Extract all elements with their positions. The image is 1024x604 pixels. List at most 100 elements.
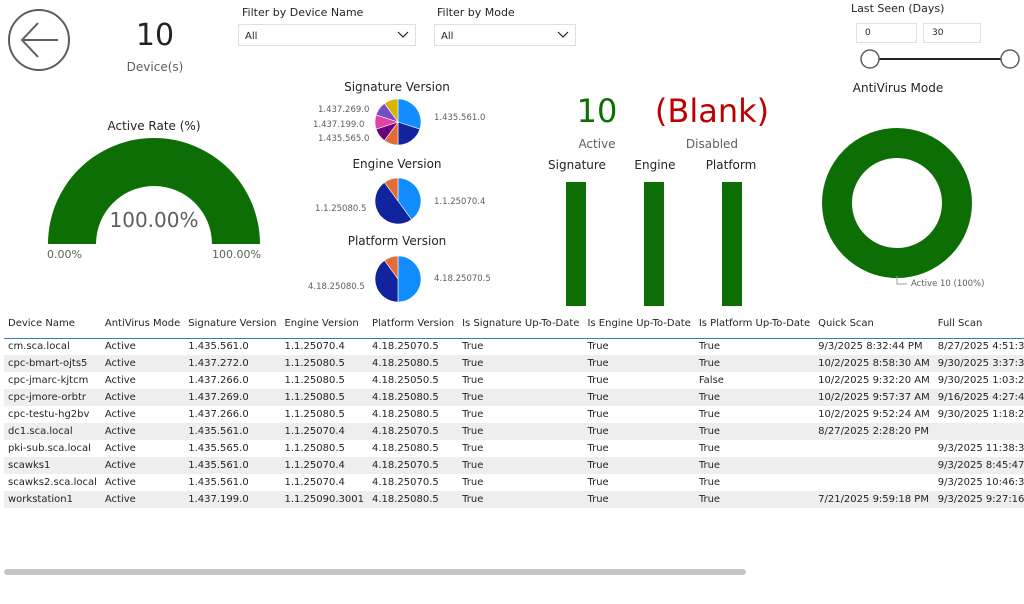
mode-filter-label: Filter by Mode: [437, 6, 515, 19]
donut-active-segment: [822, 128, 972, 278]
table-cell: True: [694, 355, 815, 372]
table-cell: 1.1.25080.5: [280, 355, 368, 372]
uptodate-bar-signature: [566, 182, 586, 306]
table-cell: True: [694, 491, 815, 508]
column-header[interactable]: Platform Version: [367, 310, 459, 339]
table-cell: cm.sca.local: [4, 338, 101, 355]
table-row[interactable]: cpc-bmart-ojts5 Active 1.437.272.0 1.1.2508…: [4, 355, 1024, 372]
engine-pie-title: Engine Version: [352, 157, 442, 171]
table-row[interactable]: workstation1 Active 1.437.199.0 1.1.25090.3…: [4, 491, 1024, 508]
active-rate-value: 100.00%: [109, 208, 199, 232]
table-cell: 9/30/2025 3:37:34 PM: [933, 355, 1024, 372]
table-cell: 4.18.25050.5: [367, 372, 459, 389]
table-row[interactable]: scawks2.sca.local Active 1.435.561.0 1.1.25…: [4, 474, 1024, 491]
mode-dropdown[interactable]: All: [434, 24, 576, 46]
column-header[interactable]: Quick Scan: [814, 310, 934, 339]
mode-dropdown-value: All: [441, 31, 454, 42]
signature-pie-label: 1.435.561.0: [434, 113, 486, 123]
table-cell: 1.1.25080.5: [280, 372, 368, 389]
table-cell: 1.1.25090.3001: [280, 491, 368, 508]
chevron-down-icon: [397, 31, 409, 38]
last-seen-min-input[interactable]: 0: [856, 23, 917, 43]
table-cell: 10/2/2025 9:32:20 AM: [814, 372, 934, 389]
column-header[interactable]: Is Signature Up-To-Date: [458, 310, 584, 339]
last-seen-label: Last Seen (Days): [851, 2, 945, 15]
signature-pie-title: Signature Version: [344, 80, 450, 94]
table-cell: 1.435.561.0: [184, 338, 281, 355]
table-cell: 8/27/2025 2:28:20 PM: [814, 423, 934, 440]
table-cell: True: [583, 338, 695, 355]
table-row[interactable]: pki-sub.sca.local Active 1.435.565.0 1.1.25…: [4, 440, 1024, 457]
table-cell: True: [583, 406, 695, 423]
table-cell: 1.1.25080.5: [280, 406, 368, 423]
last-seen-max-input[interactable]: 30: [923, 23, 981, 43]
signature-version-pie[interactable]: [374, 98, 422, 146]
table-cell: cpc-jmarc-kjtcm: [4, 372, 101, 389]
table-cell: 10/2/2025 8:58:30 AM: [814, 355, 934, 372]
table-row[interactable]: cpc-testu-hg2bv Active 1.437.266.0 1.1.2508…: [4, 406, 1024, 423]
table-cell: True: [458, 474, 584, 491]
table-cell: 9/3/2025 8:32:44 PM: [814, 338, 934, 355]
platform-pie-slice: [384, 255, 399, 280]
column-header[interactable]: Engine Version: [280, 310, 368, 339]
antivirus-mode-legend: Active 10 (100%): [911, 279, 985, 289]
active-count-value: 10: [576, 92, 618, 130]
table-row[interactable]: cpc-jmarc-kjtcm Active 1.437.266.0 1.1.2508…: [4, 372, 1024, 389]
table-row[interactable]: scawks1 Active 1.435.561.0 1.1.25070.4 4.18.…: [4, 457, 1024, 474]
engine-pie-slice: [397, 177, 422, 221]
table-cell: 1.1.25080.5: [280, 389, 368, 406]
table-cell: 1.437.272.0: [184, 355, 281, 372]
signature-pie-label: 1.437.199.0: [313, 120, 365, 130]
table-cell: 1.435.561.0: [184, 474, 281, 491]
gauge-fill: [48, 138, 260, 244]
last-seen-slider[interactable]: [856, 46, 1024, 72]
platform-bar-title: Platform: [705, 158, 757, 172]
table-cell: True: [458, 423, 584, 440]
signature-pie-label: 1.435.565.0: [318, 134, 370, 144]
table-cell: 10/2/2025 9:52:24 AM: [814, 406, 934, 423]
table-cell: Active: [100, 491, 185, 508]
table-row[interactable]: cm.sca.local Active 1.435.561.0 1.1.25070.4…: [4, 338, 1024, 355]
table-cell: 1.1.25070.4: [280, 423, 368, 440]
scrollbar-thumb[interactable]: [4, 569, 746, 575]
table-cell: [814, 474, 934, 491]
table-cell: False: [694, 372, 815, 389]
column-header[interactable]: Is Engine Up-To-Date: [583, 310, 695, 339]
engine-version-pie[interactable]: [374, 177, 422, 225]
table-cell: 1.1.25080.5: [280, 440, 368, 457]
column-header[interactable]: Full Scan: [933, 310, 1024, 339]
engine-pie-label: 1.1.25070.4: [434, 197, 486, 207]
platform-version-pie[interactable]: [374, 255, 422, 303]
table-row[interactable]: dc1.sca.local Active 1.435.561.0 1.1.25070.…: [4, 423, 1024, 440]
uptodate-bar-engine: [644, 182, 664, 306]
column-header[interactable]: Signature Version: [184, 310, 281, 339]
table-cell: Active: [100, 355, 185, 372]
table-cell: True: [694, 389, 815, 406]
table-cell: scawks2.sca.local: [4, 474, 101, 491]
table-cell: True: [694, 338, 815, 355]
table-cell: 9/3/2025 9:27:16 PM: [933, 491, 1024, 508]
table-cell: True: [694, 440, 815, 457]
table-cell: 9/3/2025 10:46:34 PM: [933, 474, 1024, 491]
platform-pie-label: 4.18.25070.5: [434, 274, 491, 284]
horizontal-scrollbar[interactable]: [4, 569, 1020, 575]
table-cell: True: [694, 423, 815, 440]
device-name-dropdown[interactable]: All: [238, 24, 416, 46]
column-header[interactable]: AntiVirus Mode: [100, 310, 185, 339]
signature-pie-slice: [384, 98, 399, 123]
slider-min-handle[interactable]: [860, 49, 880, 69]
antivirus-mode-donut[interactable]: [822, 128, 972, 278]
table-cell: True: [583, 474, 695, 491]
table-cell: True: [458, 491, 584, 508]
table-cell: 4.18.25070.5: [367, 474, 459, 491]
table-cell: True: [583, 372, 695, 389]
table-row[interactable]: cpc-jmore-orbtr Active 1.437.269.0 1.1.2508…: [4, 389, 1024, 406]
table-cell: True: [694, 474, 815, 491]
column-header[interactable]: Is Platform Up-To-Date: [694, 310, 815, 339]
back-button[interactable]: [8, 9, 70, 71]
table-cell: 4.18.25080.5: [367, 406, 459, 423]
column-header[interactable]: Device Name: [4, 310, 101, 339]
table-cell: workstation1: [4, 491, 101, 508]
engine-bar-title: Engine: [634, 158, 676, 172]
slider-max-handle[interactable]: [1000, 49, 1020, 69]
